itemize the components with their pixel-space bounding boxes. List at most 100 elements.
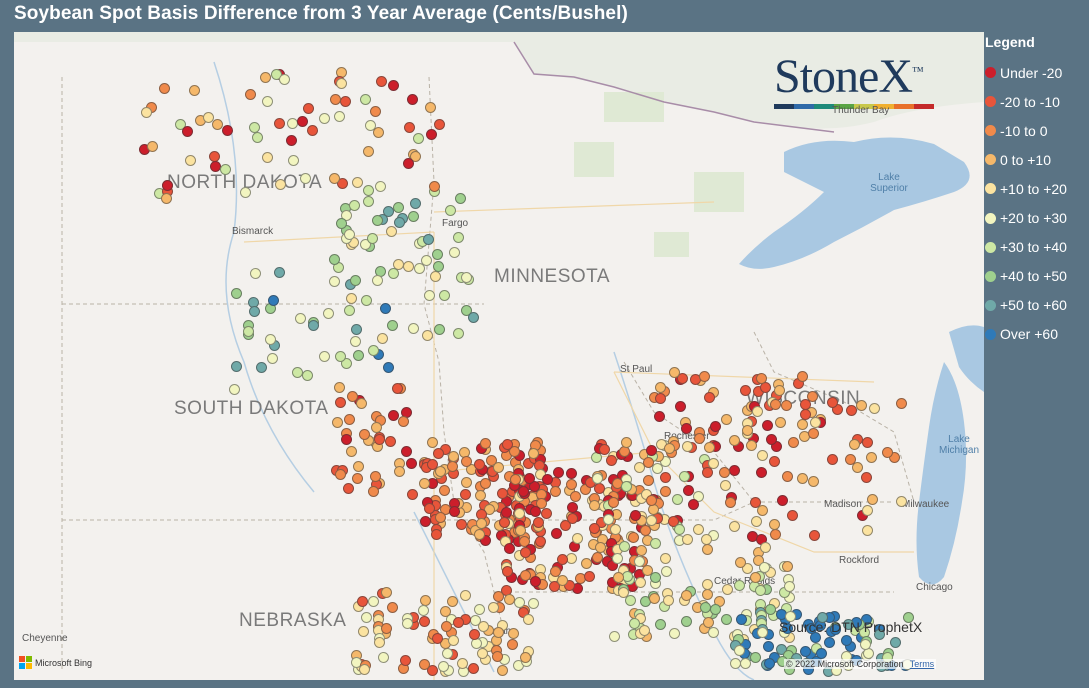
basis-point[interactable] <box>528 448 540 460</box>
basis-point[interactable] <box>501 566 513 578</box>
basis-point[interactable] <box>291 367 303 379</box>
basis-point[interactable] <box>219 163 231 175</box>
basis-point[interactable] <box>382 205 394 217</box>
basis-point[interactable] <box>397 415 409 427</box>
basis-point[interactable] <box>294 312 306 324</box>
basis-point[interactable] <box>401 446 413 458</box>
basis-point[interactable] <box>618 586 630 598</box>
basis-point[interactable] <box>606 454 618 466</box>
basis-point[interactable] <box>762 419 773 431</box>
basis-point[interactable] <box>645 444 657 456</box>
basis-point[interactable] <box>771 441 783 453</box>
basis-point[interactable] <box>161 192 173 204</box>
basis-point[interactable] <box>335 469 347 480</box>
basis-point[interactable] <box>649 538 661 550</box>
basis-point[interactable] <box>529 480 541 492</box>
basis-point[interactable] <box>231 288 243 300</box>
basis-point[interactable] <box>367 485 379 497</box>
legend-item[interactable]: +30 to +40 <box>985 233 1085 262</box>
basis-point[interactable] <box>756 626 768 638</box>
basis-point[interactable] <box>751 515 763 527</box>
basis-point[interactable] <box>350 323 362 335</box>
basis-point[interactable] <box>503 543 515 555</box>
basis-point[interactable] <box>393 216 405 228</box>
basis-point[interactable] <box>435 511 447 523</box>
basis-point[interactable] <box>592 472 604 484</box>
basis-point[interactable] <box>159 82 170 94</box>
basis-point[interactable] <box>353 461 365 473</box>
basis-point[interactable] <box>461 271 473 283</box>
basis-point[interactable] <box>750 652 762 664</box>
basis-point[interactable] <box>655 392 667 404</box>
basis-point[interactable] <box>867 494 879 506</box>
basis-point[interactable] <box>701 589 713 601</box>
basis-point[interactable] <box>449 247 461 259</box>
basis-point[interactable] <box>479 535 491 547</box>
basis-point[interactable] <box>756 466 768 478</box>
basis-point[interactable] <box>318 351 330 363</box>
basis-point[interactable] <box>702 466 714 478</box>
basis-point[interactable] <box>843 618 855 630</box>
basis-point[interactable] <box>524 473 536 485</box>
basis-point[interactable] <box>419 478 431 490</box>
basis-point[interactable] <box>493 461 505 473</box>
basis-point[interactable] <box>513 597 525 609</box>
basis-point[interactable] <box>356 596 368 608</box>
basis-point[interactable] <box>773 385 785 397</box>
basis-point[interactable] <box>734 580 746 592</box>
basis-point[interactable] <box>365 119 377 131</box>
basis-point[interactable] <box>643 456 655 468</box>
basis-point[interactable] <box>287 154 299 166</box>
basis-point[interactable] <box>380 302 392 314</box>
basis-point[interactable] <box>868 403 880 415</box>
basis-point[interactable] <box>742 424 754 436</box>
basis-point[interactable] <box>675 401 687 413</box>
basis-point[interactable] <box>203 111 215 123</box>
basis-point[interactable] <box>285 135 297 146</box>
basis-point[interactable] <box>231 360 243 372</box>
basis-point[interactable] <box>763 640 775 652</box>
basis-point[interactable] <box>330 94 342 105</box>
basis-point[interactable] <box>902 611 914 623</box>
basis-point[interactable] <box>699 601 711 613</box>
basis-point[interactable] <box>460 488 472 500</box>
basis-point[interactable] <box>552 467 564 479</box>
basis-point[interactable] <box>829 623 841 635</box>
basis-point[interactable] <box>344 413 356 425</box>
basis-point[interactable] <box>386 226 398 238</box>
basis-point[interactable] <box>356 397 368 409</box>
basis-point[interactable] <box>519 546 531 558</box>
basis-point[interactable] <box>566 501 578 513</box>
basis-point[interactable] <box>507 627 519 639</box>
basis-point[interactable] <box>296 115 308 127</box>
basis-point[interactable] <box>629 618 641 629</box>
basis-point[interactable] <box>754 584 766 596</box>
basis-point[interactable] <box>642 475 654 487</box>
basis-point[interactable] <box>359 429 371 441</box>
basis-point[interactable] <box>432 633 444 645</box>
basis-point[interactable] <box>387 80 399 92</box>
basis-point[interactable] <box>704 392 716 404</box>
basis-point[interactable] <box>336 78 348 90</box>
basis-point[interactable] <box>668 627 680 639</box>
basis-point[interactable] <box>559 520 571 532</box>
basis-point[interactable] <box>262 151 274 163</box>
basis-point[interactable] <box>528 598 540 610</box>
basis-point[interactable] <box>702 617 714 629</box>
legend-item[interactable]: +40 to +50 <box>985 262 1085 291</box>
basis-point[interactable] <box>358 663 370 675</box>
basis-point[interactable] <box>444 205 456 217</box>
basis-point[interactable] <box>392 382 404 394</box>
basis-point[interactable] <box>147 140 159 152</box>
basis-point[interactable] <box>406 457 418 469</box>
basis-point[interactable] <box>816 612 828 624</box>
basis-point[interactable] <box>492 591 504 603</box>
legend-item[interactable]: +50 to +60 <box>985 291 1085 320</box>
terms-link[interactable]: Terms <box>909 659 935 669</box>
basis-point[interactable] <box>861 504 873 516</box>
basis-point[interactable] <box>557 575 569 587</box>
basis-point[interactable] <box>427 664 439 676</box>
basis-point[interactable] <box>783 580 795 592</box>
basis-point[interactable] <box>629 510 641 521</box>
basis-point[interactable] <box>388 268 400 280</box>
